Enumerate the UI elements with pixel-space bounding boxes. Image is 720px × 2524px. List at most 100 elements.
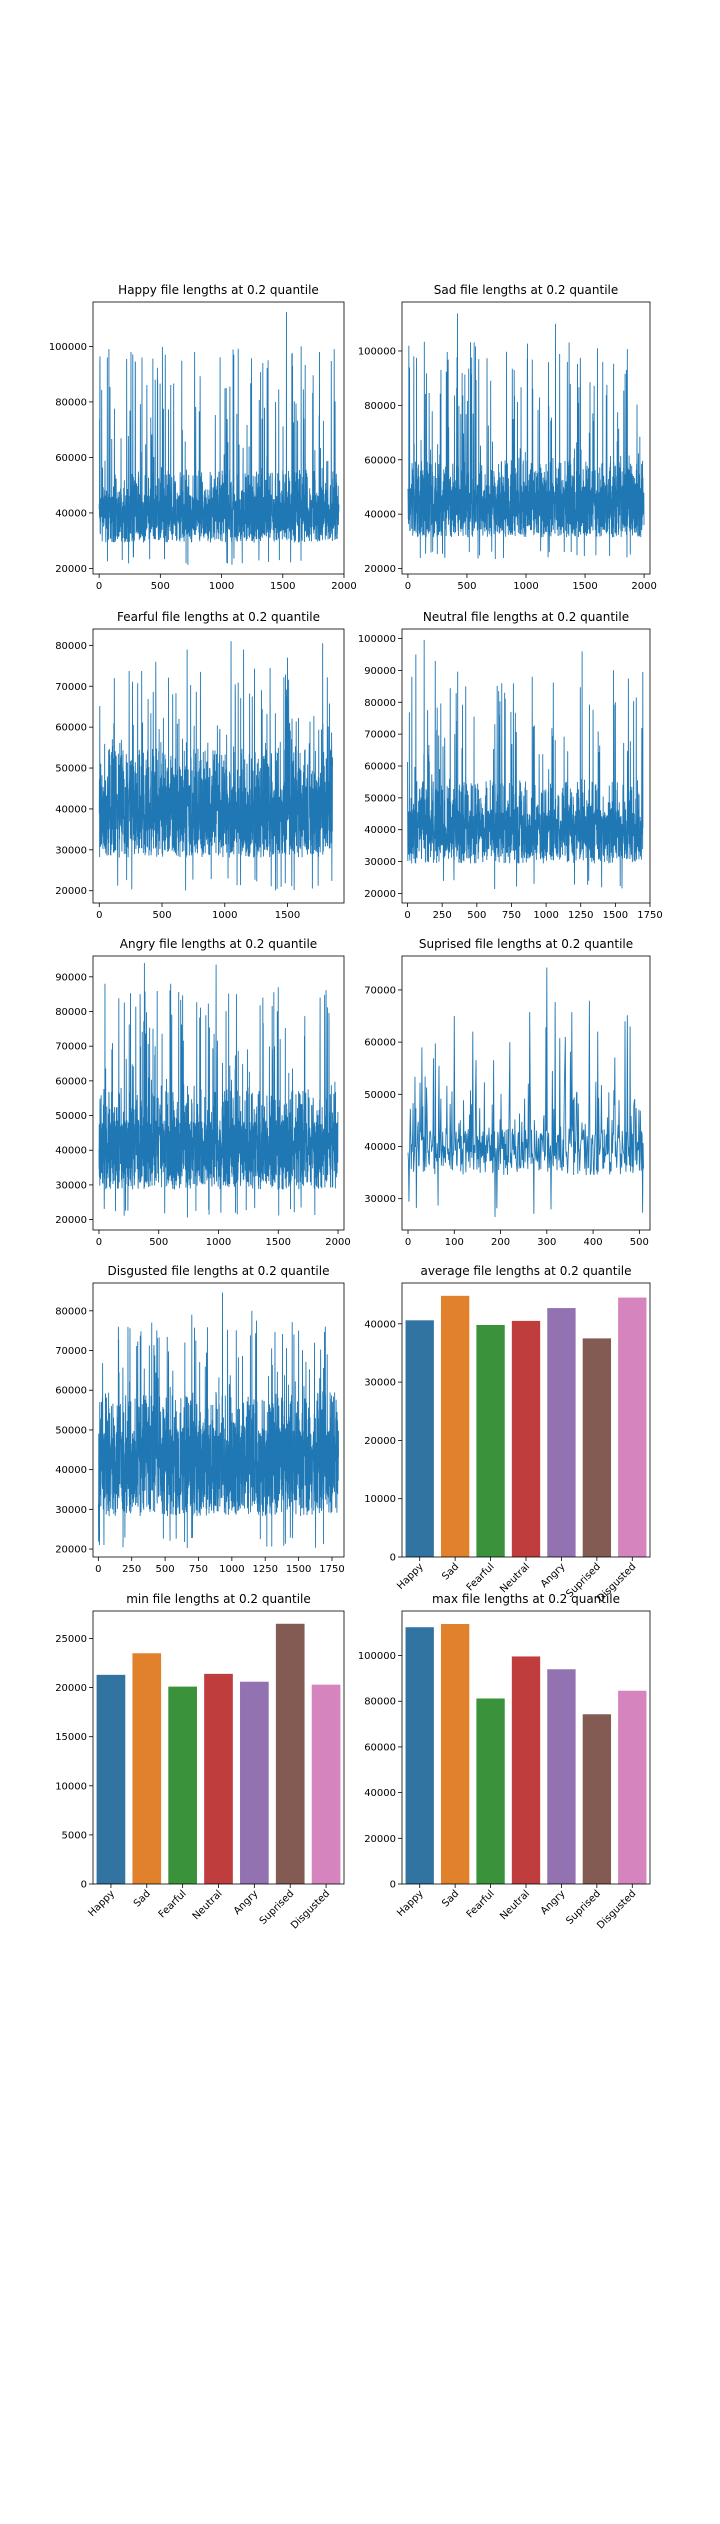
- x-tick-label: 1000: [209, 581, 234, 592]
- x-tick-label: 400: [584, 1237, 603, 1248]
- x-tick-label: Sad: [132, 1888, 153, 1909]
- chart-title: Happy file lengths at 0.2 quantile: [118, 283, 319, 297]
- x-tick-label: 1250: [568, 910, 593, 921]
- y-tick-label: 80000: [55, 397, 87, 408]
- y-tick-label: 40000: [55, 1146, 87, 1157]
- bar-fearful: [476, 1324, 505, 1557]
- y-tick-label: 5000: [62, 1830, 87, 1841]
- x-tick-label: 500: [457, 581, 476, 592]
- y-tick-label: 80000: [364, 1697, 396, 1708]
- bar-fearful: [168, 1686, 197, 1884]
- series-line: [98, 962, 339, 1218]
- chart-title: Fearful file lengths at 0.2 quantile: [117, 610, 320, 624]
- series-line: [407, 313, 645, 560]
- y-tick-label: 80000: [55, 641, 87, 652]
- x-tick-label: Fearful: [157, 1888, 189, 1920]
- y-tick-label: 20000: [364, 1834, 396, 1845]
- x-tick-label: 750: [189, 1564, 208, 1575]
- y-tick-label: 50000: [55, 1111, 87, 1122]
- x-tick-label: Disgusted: [595, 1888, 638, 1931]
- chart-title: max file lengths at 0.2 quantile: [432, 1592, 620, 1606]
- y-tick-label: 20000: [364, 889, 396, 900]
- y-tick-label: 70000: [55, 1042, 87, 1053]
- x-tick-label: Sad: [440, 1888, 461, 1909]
- bar-angry: [547, 1308, 576, 1557]
- y-tick-label: 20000: [55, 1683, 87, 1694]
- chart-title: Angry file lengths at 0.2 quantile: [120, 937, 317, 951]
- bar-suprised: [275, 1623, 305, 1884]
- y-tick-label: 40000: [55, 804, 87, 815]
- y-tick-label: 20000: [364, 1436, 396, 1447]
- x-tick-label: Angry: [232, 1888, 261, 1917]
- y-tick-label: 10000: [364, 1494, 396, 1505]
- y-tick-label: 40000: [364, 1788, 396, 1799]
- x-tick-label: 750: [502, 910, 521, 921]
- y-tick-label: 20000: [55, 1215, 87, 1226]
- x-tick-label: Happy: [395, 1888, 426, 1919]
- x-tick-label: 1000: [513, 581, 538, 592]
- series-line: [407, 967, 644, 1217]
- x-tick-label: Fearful: [465, 1561, 497, 1593]
- bar-neutral: [204, 1673, 233, 1884]
- axes-frame: [92, 301, 345, 575]
- bar-disgusted: [618, 1297, 647, 1557]
- bar-neutral: [511, 1656, 541, 1884]
- x-tick-label: 2000: [631, 581, 656, 592]
- y-tick-label: 40000: [364, 510, 396, 521]
- axes-frame: [92, 1282, 345, 1558]
- x-tick-label: 500: [156, 1564, 175, 1575]
- x-tick-label: 1500: [286, 1564, 311, 1575]
- y-tick-label: 40000: [55, 508, 87, 519]
- y-tick-label: 100000: [358, 634, 396, 645]
- y-tick-label: 20000: [55, 1545, 87, 1556]
- x-tick-label: Neutral: [191, 1888, 225, 1922]
- x-tick-label: 500: [151, 581, 170, 592]
- y-tick-label: 80000: [364, 401, 396, 412]
- y-tick-label: 60000: [364, 762, 396, 773]
- series-line: [97, 1292, 339, 1548]
- y-tick-label: 50000: [364, 793, 396, 804]
- axes-frame: [92, 1610, 345, 1885]
- y-tick-label: 60000: [55, 723, 87, 734]
- line-chart-4: 0 500 1000 1500 2000 20000 30000 40000 50000 6000…: [55, 937, 351, 1248]
- x-tick-label: 1000: [212, 910, 237, 921]
- line-chart-5: 0 100 200 300 400 500 30000 40000 50000 60000 7000…: [364, 937, 651, 1248]
- line-chart-2: 0 500 1000 1500 20000 30000 40000 50000 60000 700…: [55, 610, 345, 921]
- x-tick-label: Happy: [395, 1561, 426, 1592]
- bar-sad: [440, 1295, 470, 1557]
- x-tick-label: 1000: [533, 910, 558, 921]
- axes-frame: [92, 955, 345, 1231]
- x-tick-label: Neutral: [498, 1888, 532, 1922]
- x-tick-label: Sad: [440, 1561, 461, 1582]
- x-tick-label: 250: [433, 910, 452, 921]
- x-tick-label: 300: [537, 1237, 556, 1248]
- chart-title: Sad file lengths at 0.2 quantile: [434, 283, 619, 297]
- line-chart-1: 0 500 1000 1500 2000 20000 40000 60000 80000 1000…: [358, 283, 657, 592]
- x-tick-label: 200: [491, 1237, 510, 1248]
- bar-sad: [132, 1653, 162, 1884]
- y-tick-label: 80000: [55, 1306, 87, 1317]
- axes-frame: [401, 1282, 651, 1558]
- y-tick-label: 60000: [364, 455, 396, 466]
- y-tick-label: 20000: [55, 886, 87, 897]
- y-tick-label: 80000: [55, 1007, 87, 1018]
- x-tick-label: Disgusted: [289, 1888, 332, 1931]
- axes-frame: [401, 1610, 651, 1885]
- bar-happy: [405, 1627, 434, 1884]
- x-tick-label: 1500: [603, 910, 628, 921]
- bar-happy: [405, 1320, 434, 1557]
- y-tick-label: 40000: [55, 1465, 87, 1476]
- x-tick-label: Happy: [86, 1888, 117, 1919]
- y-tick-label: 80000: [364, 698, 396, 709]
- y-tick-label: 100000: [358, 1651, 396, 1662]
- x-tick-label: 2000: [331, 581, 356, 592]
- bar-angry: [547, 1669, 576, 1884]
- y-tick-label: 20000: [55, 564, 87, 575]
- y-tick-label: 40000: [364, 825, 396, 836]
- y-tick-label: 60000: [55, 1386, 87, 1397]
- y-tick-label: 40000: [364, 1319, 396, 1330]
- x-tick-label: 250: [122, 1564, 141, 1575]
- x-tick-label: 500: [467, 910, 486, 921]
- x-tick-label: 0: [96, 910, 102, 921]
